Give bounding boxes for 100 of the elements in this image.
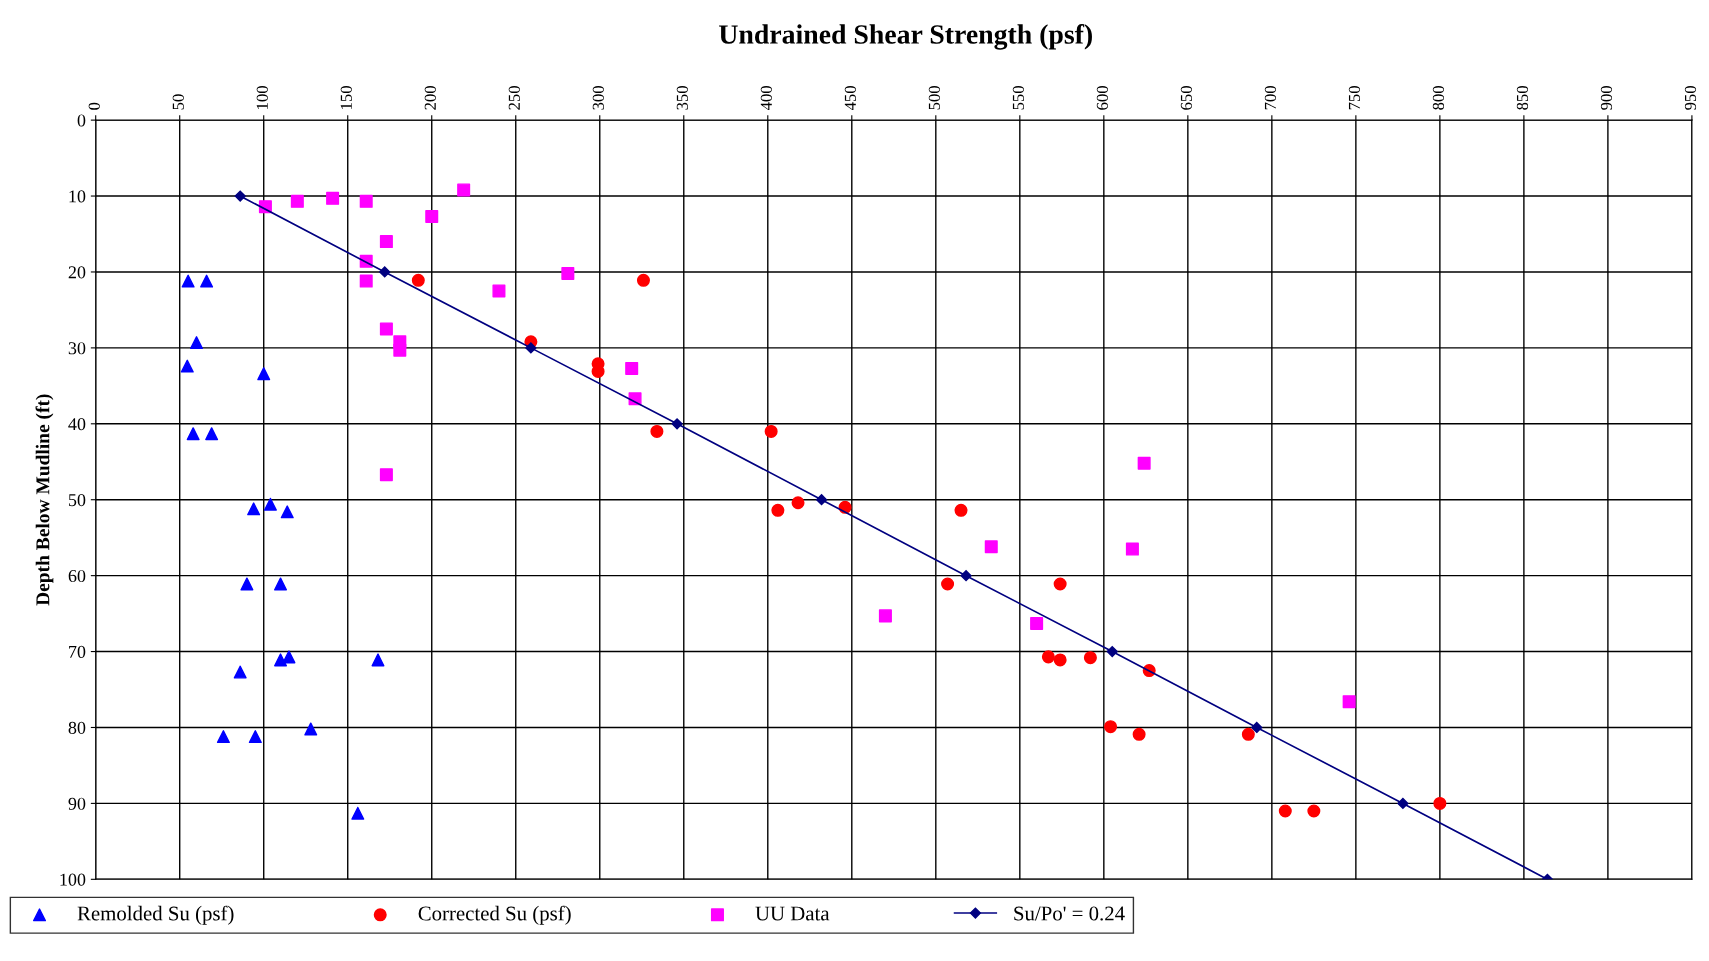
x-tick-label: 500 [928, 86, 940, 110]
point [625, 361, 639, 375]
x-tick-label: 850 [1516, 86, 1529, 110]
x-tick-label: 150 [340, 86, 352, 109]
point [1132, 727, 1146, 741]
legend-label: Corrected Su (psf) [418, 905, 571, 925]
point [815, 494, 828, 506]
y-axis-title: Depth Below Mudline (ft) [35, 394, 54, 606]
x-tick-label: 550 [1012, 86, 1024, 110]
point [180, 359, 194, 373]
x-tick-label: 600 [1096, 86, 1109, 110]
point [379, 468, 393, 482]
y-tick-label: 60 [68, 569, 86, 583]
point [359, 274, 373, 288]
point [984, 540, 998, 554]
point [186, 427, 200, 441]
point [941, 577, 955, 591]
point [960, 570, 972, 582]
point [1307, 804, 1321, 818]
x-tick-label: 650 [1180, 86, 1193, 110]
x-tick-label: 900 [1600, 86, 1613, 110]
chart-title: Undrained Shear Strength (psf) [719, 24, 1092, 50]
y-tick-label: 80 [68, 721, 86, 734]
point [393, 343, 407, 357]
y-tick-label: 40 [68, 418, 86, 431]
point [561, 266, 575, 280]
point [181, 274, 195, 288]
y-tick-label: 0 [77, 114, 86, 127]
point [671, 418, 683, 430]
point [1041, 650, 1055, 664]
point [216, 730, 230, 744]
point [290, 194, 304, 208]
point [379, 266, 391, 278]
point [411, 273, 425, 287]
point [771, 503, 785, 517]
point [636, 273, 650, 287]
point [1125, 542, 1139, 556]
point [282, 650, 296, 664]
point [1083, 651, 1097, 665]
point [1278, 804, 1292, 818]
x-tick-label: 800 [1432, 86, 1445, 110]
point [1137, 456, 1151, 470]
point [425, 210, 439, 224]
point [379, 235, 393, 249]
point [650, 424, 664, 438]
point [234, 190, 246, 202]
point [200, 274, 214, 288]
point [247, 502, 261, 516]
y-tick-label: 90 [68, 797, 86, 810]
point [304, 722, 318, 736]
point [1104, 720, 1118, 734]
point [190, 336, 204, 350]
point [764, 424, 778, 438]
point [233, 665, 247, 679]
point [1053, 577, 1067, 591]
x-tick-label: 450 [844, 86, 856, 111]
point [1397, 797, 1409, 810]
point [1433, 796, 1447, 810]
x-tick-label: 300 [592, 86, 604, 110]
point [457, 183, 471, 197]
point [371, 653, 385, 667]
point [351, 806, 365, 820]
point [379, 322, 393, 336]
y-tick-label: 20 [68, 266, 86, 279]
x-tick-label: 200 [424, 86, 436, 110]
point [791, 496, 805, 510]
y-tick-label: 70 [69, 645, 86, 658]
y-tick-label: 100 [60, 873, 86, 886]
point [326, 191, 340, 205]
x-tick-label: 750 [1348, 86, 1361, 110]
point [1251, 721, 1263, 734]
point [248, 730, 262, 744]
legend-label: UU Data [755, 906, 830, 921]
point [240, 577, 254, 591]
x-tick-label: 100 [256, 86, 268, 109]
point [525, 342, 537, 354]
point [1342, 695, 1356, 709]
x-tick-label: 350 [676, 86, 688, 110]
point [1053, 653, 1067, 667]
point [274, 577, 288, 591]
point [954, 503, 968, 517]
point [280, 505, 294, 519]
point [1030, 616, 1044, 630]
legend-label: Remolded Su (psf) [77, 905, 234, 925]
x-tick-label: 950 [1684, 86, 1697, 110]
x-tick-label: 400 [760, 86, 772, 111]
x-tick-label: 700 [1264, 86, 1277, 110]
point [1241, 727, 1255, 741]
point [205, 427, 219, 441]
x-tick-label: 250 [508, 86, 520, 110]
y-tick-label: 10 [69, 190, 86, 203]
point [492, 284, 506, 298]
point [257, 367, 271, 381]
x-tick-label: 50 [172, 94, 184, 110]
x-tick-label: 0 [88, 102, 100, 110]
point [263, 497, 277, 511]
point [878, 609, 892, 623]
legend-label: Su/Po' = 0.24 [1014, 906, 1125, 921]
point [1106, 645, 1118, 658]
y-tick-label: 50 [68, 493, 86, 507]
